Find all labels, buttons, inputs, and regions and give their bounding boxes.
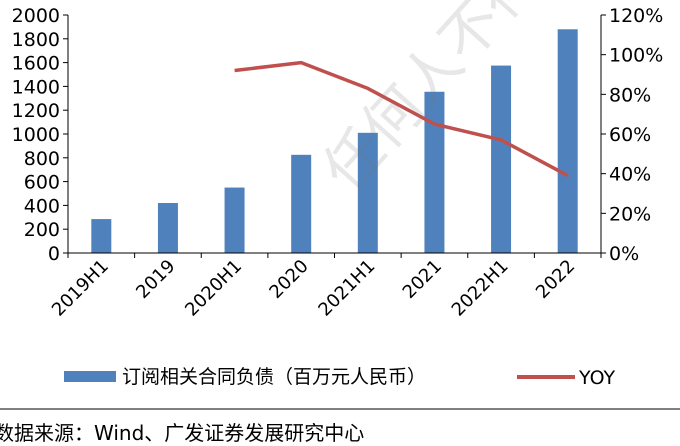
x-tick-label: 2022 (532, 256, 579, 303)
x-tick-label: 2022H1 (448, 256, 513, 321)
y-left-tick-label: 2000 (12, 5, 60, 27)
bar (558, 29, 578, 253)
y-right-tick-label: 120% (609, 5, 663, 27)
legend-label-line: YOY (578, 367, 615, 389)
bar (424, 92, 444, 253)
y-left-tick-label: 400 (24, 195, 60, 217)
yoy-line (235, 63, 568, 176)
x-tick-label: 2020H1 (181, 256, 246, 321)
bar (358, 133, 378, 253)
legend: 订阅相关合同负债（百万元人民币） YOY (64, 366, 615, 389)
y-right-tick-label: 40% (609, 164, 651, 186)
y-right-tick-label: 0% (609, 243, 639, 265)
y-left-tick-label: 1800 (12, 29, 60, 51)
y-left-tick-label: 600 (24, 172, 60, 194)
y-left-tick-label: 1200 (12, 100, 60, 122)
x-tick-label: 2021H1 (314, 256, 379, 321)
bar (225, 188, 245, 253)
y-right-tick-label: 20% (609, 203, 651, 225)
bar (158, 203, 178, 253)
x-tick-label: 2019 (132, 256, 179, 303)
x-tick-label: 2020 (265, 256, 312, 303)
y-left-tick-label: 1000 (12, 124, 60, 146)
y-left-tick-label: 1600 (12, 53, 60, 75)
bar (491, 66, 511, 253)
y-right-tick-label: 60% (609, 124, 651, 146)
y-left-tick-label: 800 (24, 148, 60, 170)
x-tick-label: 2021 (399, 256, 446, 303)
yoy-line-series (234, 63, 567, 176)
legend-label-bar: 订阅相关合同负债（百万元人民币） (122, 366, 426, 388)
y-left-tick-label: 200 (24, 219, 60, 241)
y-right-tick-label: 80% (609, 84, 651, 106)
legend-swatch-bar (64, 371, 116, 382)
y-left-tick-label: 0 (48, 243, 60, 265)
y-right-tick-label: 100% (609, 45, 663, 67)
bar (91, 219, 111, 253)
x-tick-label: 2019H1 (48, 256, 113, 321)
y-left-tick-label: 1400 (12, 76, 60, 98)
bar (291, 155, 311, 253)
source-note: 数据来源：Wind、广发证券发展研究中心 (0, 417, 364, 446)
